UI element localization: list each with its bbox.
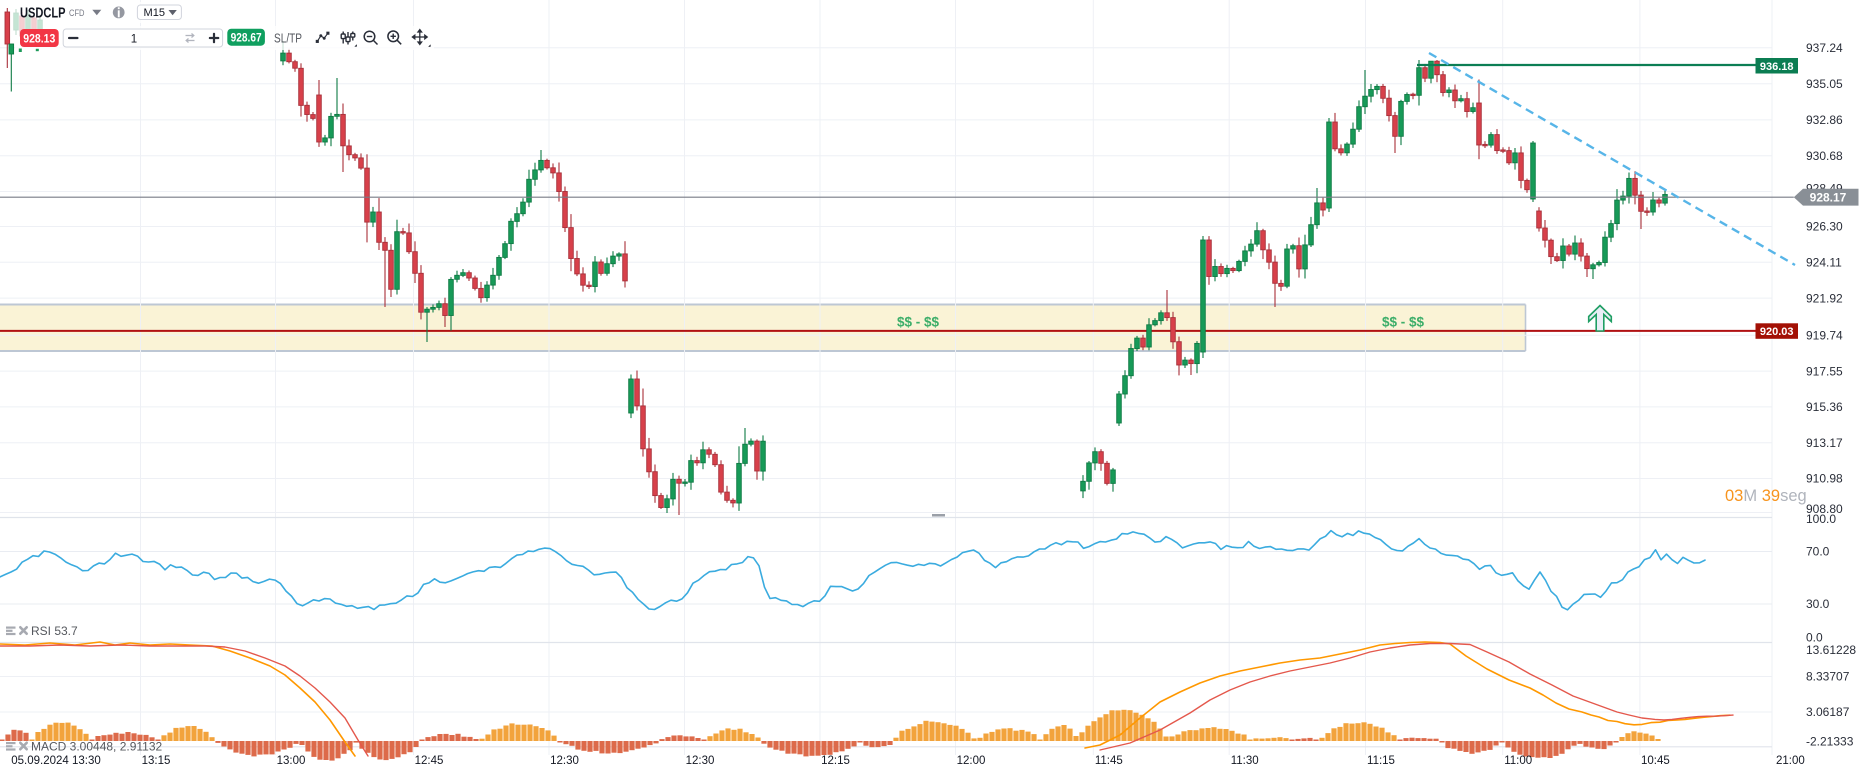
svg-text:05.09.2024 13:30: 05.09.2024 13:30	[11, 755, 101, 767]
svg-text:935.05: 935.05	[1806, 77, 1843, 91]
svg-text:926.30: 926.30	[1806, 220, 1843, 234]
svg-text:SL/TP: SL/TP	[274, 31, 302, 45]
svg-text:928.13: 928.13	[23, 33, 55, 45]
svg-text:12:45: 12:45	[415, 755, 444, 767]
svg-text:12:15: 12:15	[821, 755, 850, 767]
svg-text:100.0: 100.0	[1806, 512, 1836, 526]
svg-text:928.17: 928.17	[1810, 191, 1847, 205]
svg-text:CFD: CFD	[69, 8, 85, 18]
svg-text:30.0: 30.0	[1806, 597, 1830, 611]
svg-text:M15: M15	[144, 7, 166, 19]
svg-text:12:00: 12:00	[957, 755, 986, 767]
svg-text:910.98: 910.98	[1806, 472, 1843, 486]
svg-text:10:45: 10:45	[1641, 755, 1670, 767]
svg-text:13:00: 13:00	[277, 755, 306, 767]
svg-text:11:00: 11:00	[1504, 755, 1532, 767]
svg-text:8.33707: 8.33707	[1806, 670, 1850, 684]
svg-text:0.0: 0.0	[1806, 630, 1823, 644]
svg-text:1: 1	[131, 33, 137, 45]
svg-text:936.18: 936.18	[1760, 61, 1794, 73]
svg-text:932.86: 932.86	[1806, 113, 1843, 127]
svg-text:908.80: 908.80	[1806, 502, 1843, 516]
svg-text:928.67: 928.67	[231, 33, 262, 45]
svg-text:930.68: 930.68	[1806, 149, 1843, 163]
svg-text:11:45: 11:45	[1095, 755, 1123, 767]
svg-text:RSI 53.7: RSI 53.7	[31, 624, 78, 638]
svg-text:913.17: 913.17	[1806, 436, 1843, 450]
svg-text:11:30: 11:30	[1231, 755, 1259, 767]
svg-text:924.11: 924.11	[1806, 256, 1842, 270]
svg-text:11:15: 11:15	[1367, 755, 1395, 767]
svg-text:12:30: 12:30	[686, 755, 715, 767]
svg-text:915.36: 915.36	[1806, 400, 1843, 414]
svg-text:13:15: 13:15	[142, 755, 171, 767]
svg-text:MACD 3.00448, 2.91132: MACD 3.00448, 2.91132	[31, 739, 163, 753]
svg-text:919.74: 919.74	[1806, 329, 1843, 343]
svg-text:13.61228: 13.61228	[1806, 643, 1856, 657]
svg-text:12:30: 12:30	[550, 755, 579, 767]
svg-text:3.06187: 3.06187	[1806, 705, 1850, 719]
svg-text:921.92: 921.92	[1806, 291, 1843, 305]
svg-text:-2.21333: -2.21333	[1806, 735, 1854, 749]
svg-text:920.03: 920.03	[1760, 326, 1794, 338]
svg-text:937.24: 937.24	[1806, 41, 1843, 55]
svg-text:$$ - $$: $$ - $$	[1382, 315, 1425, 330]
svg-text:$$ - $$: $$ - $$	[897, 315, 940, 330]
svg-text:03M 39seg: 03M 39seg	[1725, 487, 1807, 505]
svg-text:917.55: 917.55	[1806, 364, 1843, 378]
svg-text:70.0: 70.0	[1806, 545, 1830, 559]
svg-text:USDCLP: USDCLP	[20, 5, 66, 21]
svg-text:21:00: 21:00	[1776, 755, 1805, 767]
